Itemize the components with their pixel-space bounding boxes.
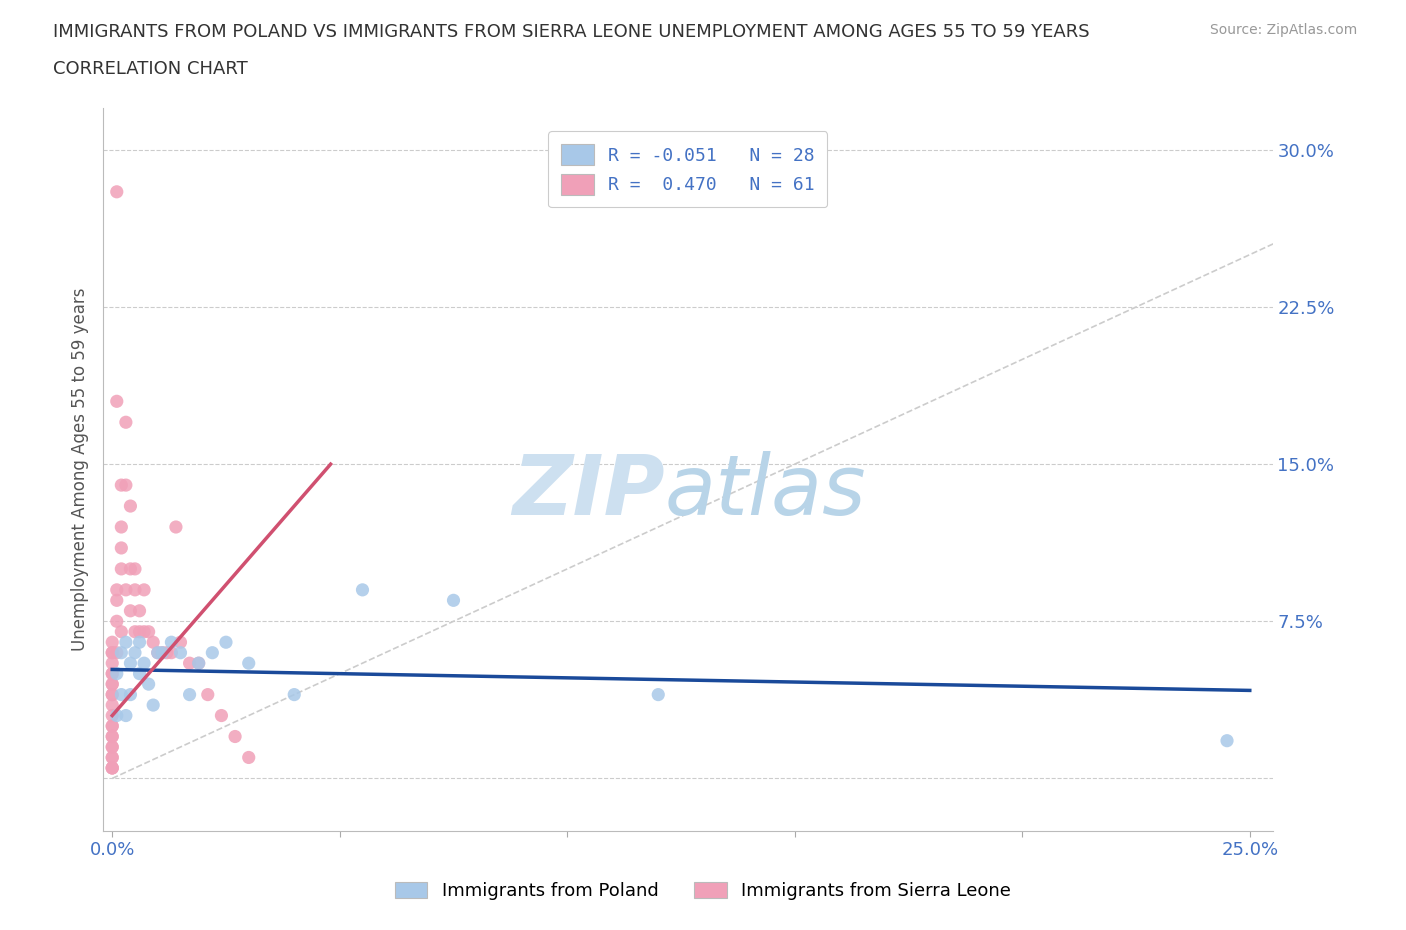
Point xyxy=(647,687,669,702)
Legend: Immigrants from Poland, Immigrants from Sierra Leone: Immigrants from Poland, Immigrants from … xyxy=(388,874,1018,907)
Point xyxy=(169,635,191,650)
Point xyxy=(128,624,150,639)
Point xyxy=(101,729,124,744)
Point xyxy=(101,761,124,776)
Point xyxy=(124,624,146,639)
Point xyxy=(101,719,124,734)
Point xyxy=(105,708,128,723)
Point xyxy=(105,582,128,597)
Point xyxy=(124,562,146,577)
Text: Source: ZipAtlas.com: Source: ZipAtlas.com xyxy=(1209,23,1357,37)
Text: ZIP: ZIP xyxy=(512,450,665,532)
Point xyxy=(146,645,169,660)
Point xyxy=(132,582,155,597)
Point xyxy=(105,645,128,660)
Point xyxy=(128,604,150,618)
Point xyxy=(224,729,246,744)
Point xyxy=(156,645,179,660)
Point xyxy=(101,645,124,660)
Point xyxy=(105,394,128,409)
Point xyxy=(101,761,124,776)
Point xyxy=(101,666,124,681)
Point xyxy=(120,687,142,702)
Point xyxy=(101,739,124,754)
Point xyxy=(120,498,142,513)
Point xyxy=(132,656,155,671)
Point xyxy=(105,666,128,681)
Point xyxy=(101,677,124,692)
Point xyxy=(187,656,209,671)
Point xyxy=(165,520,187,535)
Point xyxy=(352,582,374,597)
Point xyxy=(115,708,138,723)
Point xyxy=(120,604,142,618)
Point xyxy=(124,645,146,660)
Point xyxy=(138,624,160,639)
Text: atlas: atlas xyxy=(665,450,866,532)
Text: CORRELATION CHART: CORRELATION CHART xyxy=(53,60,249,78)
Point xyxy=(115,635,138,650)
Point xyxy=(238,656,260,671)
Point xyxy=(179,656,201,671)
Point xyxy=(142,635,165,650)
Point xyxy=(105,614,128,629)
Point xyxy=(150,645,173,660)
Point xyxy=(110,478,132,493)
Point xyxy=(101,708,124,723)
Point xyxy=(110,562,132,577)
Point xyxy=(101,719,124,734)
Y-axis label: Unemployment Among Ages 55 to 59 years: Unemployment Among Ages 55 to 59 years xyxy=(72,287,89,651)
Point xyxy=(101,645,124,660)
Point xyxy=(283,687,305,702)
Legend: R = -0.051   N = 28, R =  0.470   N = 61: R = -0.051 N = 28, R = 0.470 N = 61 xyxy=(548,131,827,207)
Point xyxy=(110,540,132,555)
Point xyxy=(101,739,124,754)
Point xyxy=(101,698,124,712)
Point xyxy=(443,593,465,608)
Point xyxy=(101,729,124,744)
Point xyxy=(101,750,124,764)
Point xyxy=(238,750,260,764)
Point xyxy=(142,698,165,712)
Point xyxy=(128,666,150,681)
Point xyxy=(110,520,132,535)
Point xyxy=(146,645,169,660)
Point xyxy=(101,687,124,702)
Point xyxy=(187,656,209,671)
Point xyxy=(110,687,132,702)
Point xyxy=(101,666,124,681)
Point xyxy=(115,582,138,597)
Point xyxy=(179,687,201,702)
Point xyxy=(215,635,238,650)
Point xyxy=(101,761,124,776)
Point xyxy=(1216,733,1239,748)
Point xyxy=(101,656,124,671)
Point xyxy=(120,562,142,577)
Point xyxy=(209,708,232,723)
Point xyxy=(132,624,155,639)
Point xyxy=(110,645,132,660)
Point xyxy=(150,645,173,660)
Point xyxy=(169,645,191,660)
Point xyxy=(101,750,124,764)
Point xyxy=(115,478,138,493)
Point xyxy=(120,656,142,671)
Point xyxy=(105,593,128,608)
Point xyxy=(201,645,224,660)
Point xyxy=(138,677,160,692)
Point xyxy=(115,415,138,430)
Point xyxy=(101,677,124,692)
Point xyxy=(128,635,150,650)
Point xyxy=(105,184,128,199)
Point xyxy=(160,635,183,650)
Text: IMMIGRANTS FROM POLAND VS IMMIGRANTS FROM SIERRA LEONE UNEMPLOYMENT AMONG AGES 5: IMMIGRANTS FROM POLAND VS IMMIGRANTS FRO… xyxy=(53,23,1090,41)
Point xyxy=(101,635,124,650)
Point xyxy=(197,687,219,702)
Point xyxy=(124,582,146,597)
Point xyxy=(160,645,183,660)
Point xyxy=(110,624,132,639)
Point xyxy=(101,687,124,702)
